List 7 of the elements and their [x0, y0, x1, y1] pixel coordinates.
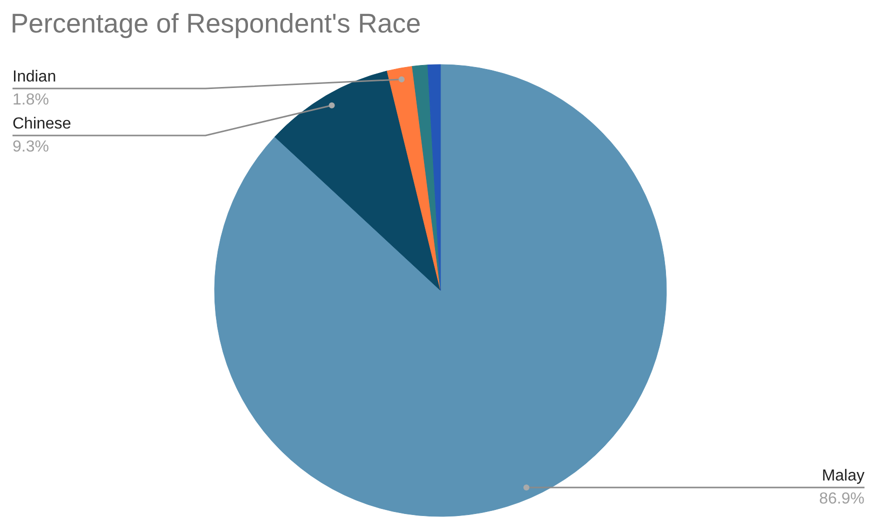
data-label: 9.3% [12, 138, 49, 156]
data-label: 86.9% [819, 490, 865, 508]
chart-title: Percentage of Respondent's Race [10, 8, 421, 38]
slice-label: Malay [822, 468, 865, 484]
slice-label: Indian [12, 68, 56, 86]
data-label: 1.8% [12, 92, 49, 108]
slice-label: Chinese [12, 116, 72, 132]
